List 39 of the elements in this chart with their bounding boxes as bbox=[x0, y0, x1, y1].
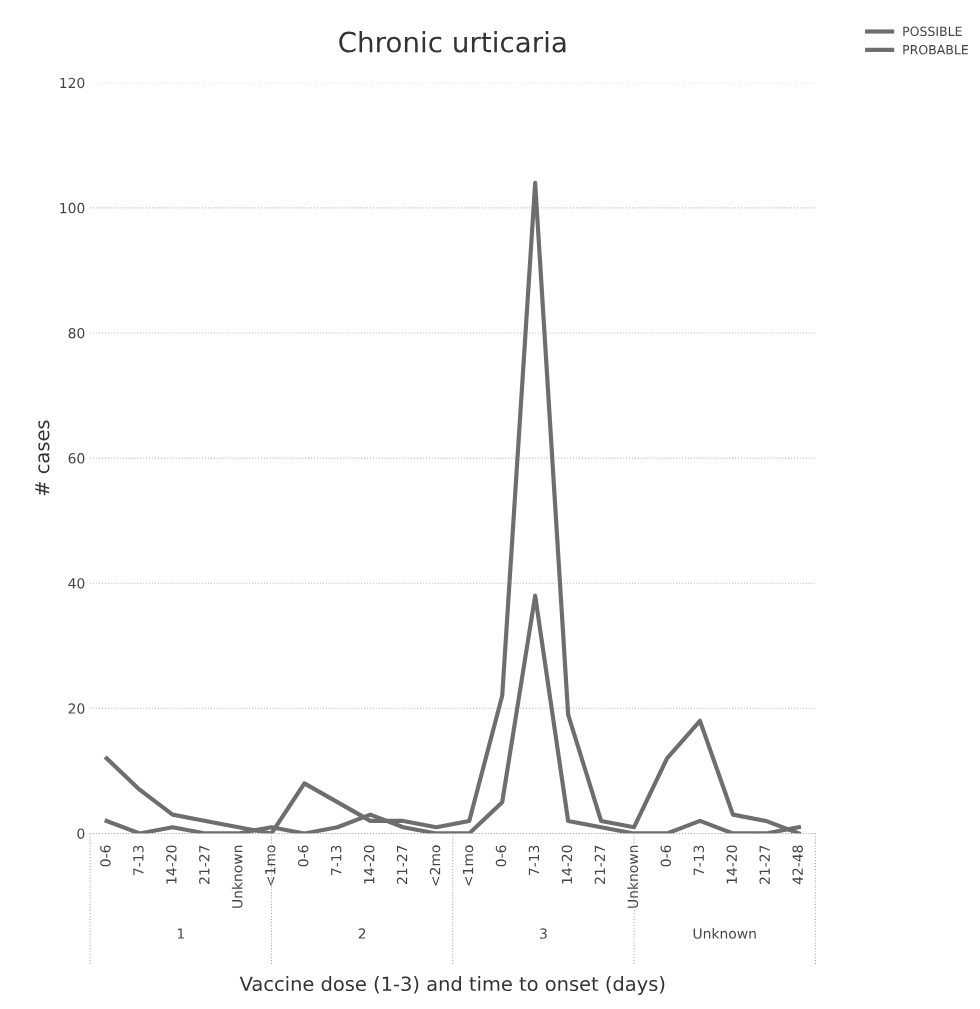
x-tick-label: <2mo bbox=[429, 845, 441, 886]
legend-label: PROBABLE bbox=[903, 44, 968, 55]
x-tick-label: 14-20 bbox=[166, 845, 177, 884]
text: 1 bbox=[177, 928, 184, 939]
x-tick-label: 21-27 bbox=[199, 845, 210, 884]
y-tick-label: 100 bbox=[60, 202, 85, 214]
x-tick-label: <1mo bbox=[265, 845, 276, 886]
x-tick-label: 0-6 bbox=[297, 845, 309, 867]
x-tick-label: 0-6 bbox=[100, 845, 111, 867]
x-tick-label: 0-6 bbox=[660, 845, 672, 867]
legend-label: POSSIBLE bbox=[903, 26, 962, 37]
line-series bbox=[104, 180, 801, 834]
x-tick-label: 42-48 bbox=[792, 845, 803, 885]
x-tick-label: 21-27 bbox=[396, 845, 408, 884]
x-tick-label: 7-13 bbox=[528, 845, 540, 875]
x-tick-label: 7-13 bbox=[693, 845, 705, 875]
x-tick-label: Unknown bbox=[231, 845, 243, 908]
text: 3 bbox=[540, 928, 547, 939]
x-tick-label: 14-20 bbox=[363, 845, 375, 884]
y-tick-label: 80 bbox=[68, 327, 85, 339]
y-tick-label: 120 bbox=[60, 77, 85, 89]
text: 2 bbox=[358, 928, 366, 939]
x-tick-label: 14-20 bbox=[561, 845, 573, 884]
y-tick-label: 60 bbox=[68, 453, 85, 464]
x-tick-label: 7-13 bbox=[330, 845, 342, 875]
x-tick-label: 21-27 bbox=[594, 845, 605, 884]
x-axis-title: Vaccine dose (1-3) and time to onset (days) bbox=[239, 976, 665, 995]
x-tick-label: Unknown bbox=[627, 845, 639, 908]
x-tick-label: 7-13 bbox=[133, 845, 144, 875]
x-tick-label: 14-20 bbox=[726, 845, 737, 884]
chart-title: Chronic urticaria bbox=[339, 31, 566, 53]
y-axis-title: # cases bbox=[35, 420, 50, 496]
y-tick-label: 0 bbox=[77, 828, 85, 839]
y-tick-label: 40 bbox=[68, 578, 85, 589]
y-tick-label: 20 bbox=[68, 703, 85, 714]
x-tick-label: 21-27 bbox=[759, 845, 770, 884]
text: Unknown bbox=[693, 928, 756, 939]
x-tick-label: <1mo bbox=[462, 845, 474, 886]
x-tick-label: 0-6 bbox=[495, 845, 507, 867]
